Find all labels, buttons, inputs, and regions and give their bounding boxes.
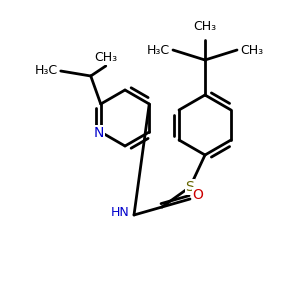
Text: H₃C: H₃C (34, 64, 58, 77)
Text: HN: HN (110, 206, 129, 220)
Text: CH₃: CH₃ (240, 44, 263, 56)
Text: CH₃: CH₃ (194, 20, 217, 33)
Text: S: S (186, 180, 194, 194)
Text: N: N (94, 126, 104, 140)
Text: CH₃: CH₃ (94, 51, 117, 64)
Text: O: O (193, 188, 203, 202)
Text: H₃C: H₃C (147, 44, 170, 56)
